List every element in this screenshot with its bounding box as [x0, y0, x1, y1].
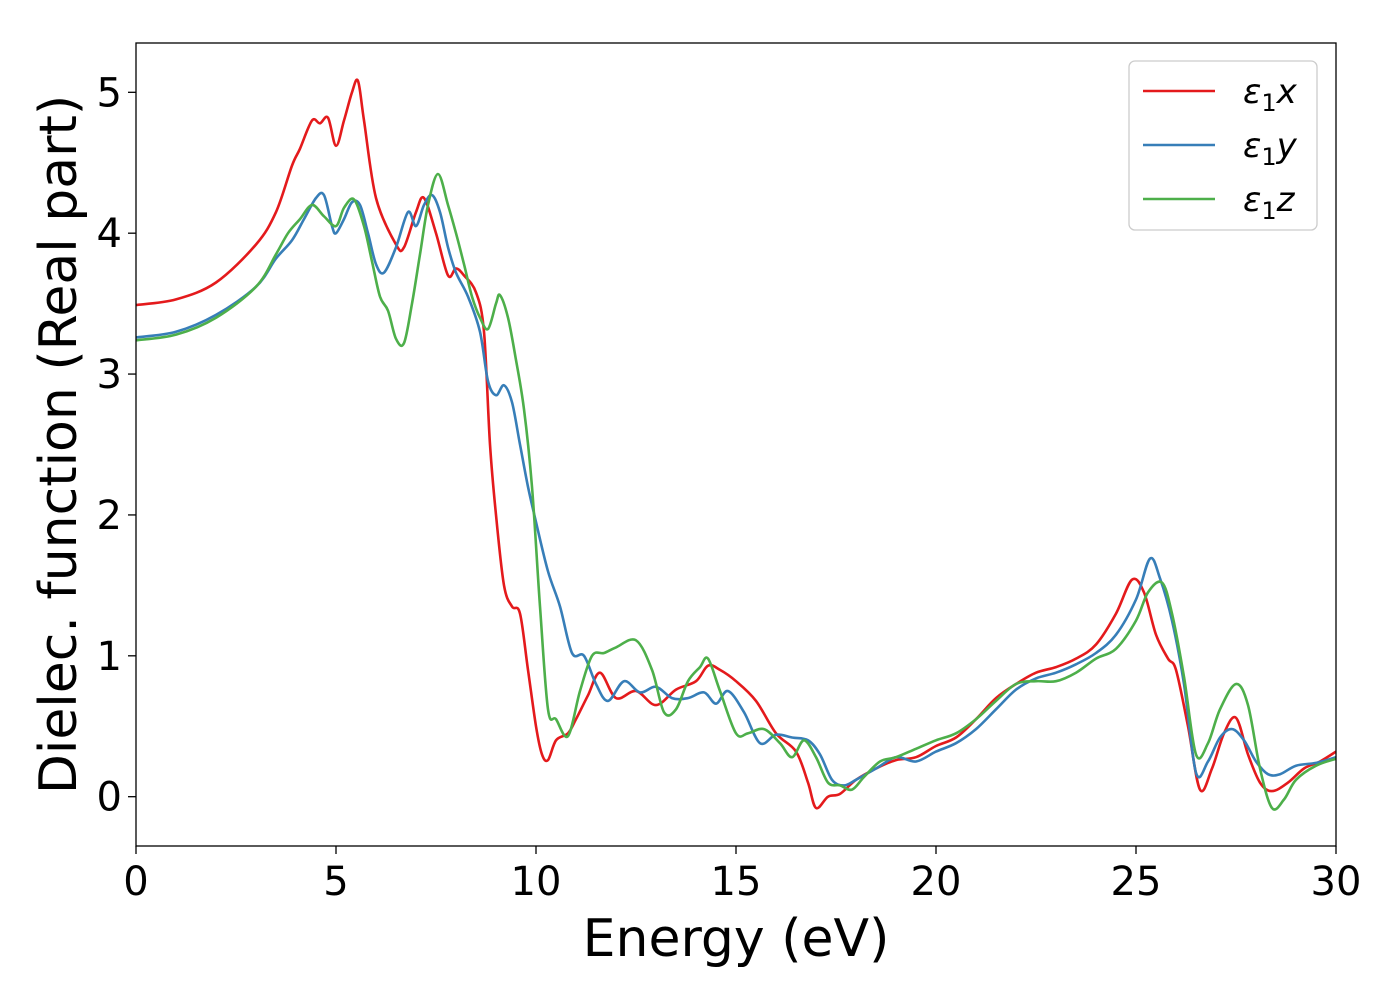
legend-label-subscript: 1 — [1261, 197, 1276, 225]
y-axis-title: Dielec. function (Real part) — [29, 95, 89, 794]
legend-label-tail: y — [1276, 126, 1298, 166]
legend-box — [1128, 60, 1318, 231]
x-tick-label: 0 — [123, 859, 148, 905]
x-axis-title: Energy (eV) — [583, 909, 890, 969]
legend-label-base: ε — [1243, 72, 1261, 112]
legend-label-tail: z — [1276, 180, 1296, 220]
legend-label-2: ε1y — [1243, 126, 1298, 171]
x-tick-label: 25 — [1111, 859, 1162, 905]
series-layer — [136, 78, 1336, 811]
x-tick-label: 20 — [911, 859, 962, 905]
legend-label-3: ε1z — [1243, 180, 1296, 225]
legend-label-tail: x — [1276, 72, 1298, 112]
series-line-2 — [136, 191, 1336, 787]
y-axis: 0 1 2 3 4 5 — [97, 70, 136, 821]
x-tick-label: 10 — [511, 859, 562, 905]
y-tick-label: 1 — [97, 634, 122, 680]
y-tick-label: 3 — [97, 352, 122, 398]
x-tick-label: 15 — [711, 859, 762, 905]
y-tick-label: 0 — [97, 775, 122, 821]
x-tick-label: 5 — [323, 859, 348, 905]
x-axis: 0 5 10 15 20 25 30 — [123, 846, 1361, 905]
y-tick-label: 2 — [97, 493, 122, 539]
legend-label-subscript: 1 — [1261, 143, 1276, 171]
x-tick-label: 30 — [1311, 859, 1362, 905]
y-tick-label: 5 — [97, 70, 122, 116]
legend-label-subscript: 1 — [1261, 89, 1276, 117]
y-tick-label: 4 — [97, 211, 122, 257]
legend-label-base: ε — [1243, 180, 1261, 220]
legend-label-base: ε — [1243, 126, 1261, 166]
series-line-3 — [136, 172, 1336, 811]
legend-label-1: ε1x — [1243, 72, 1298, 117]
